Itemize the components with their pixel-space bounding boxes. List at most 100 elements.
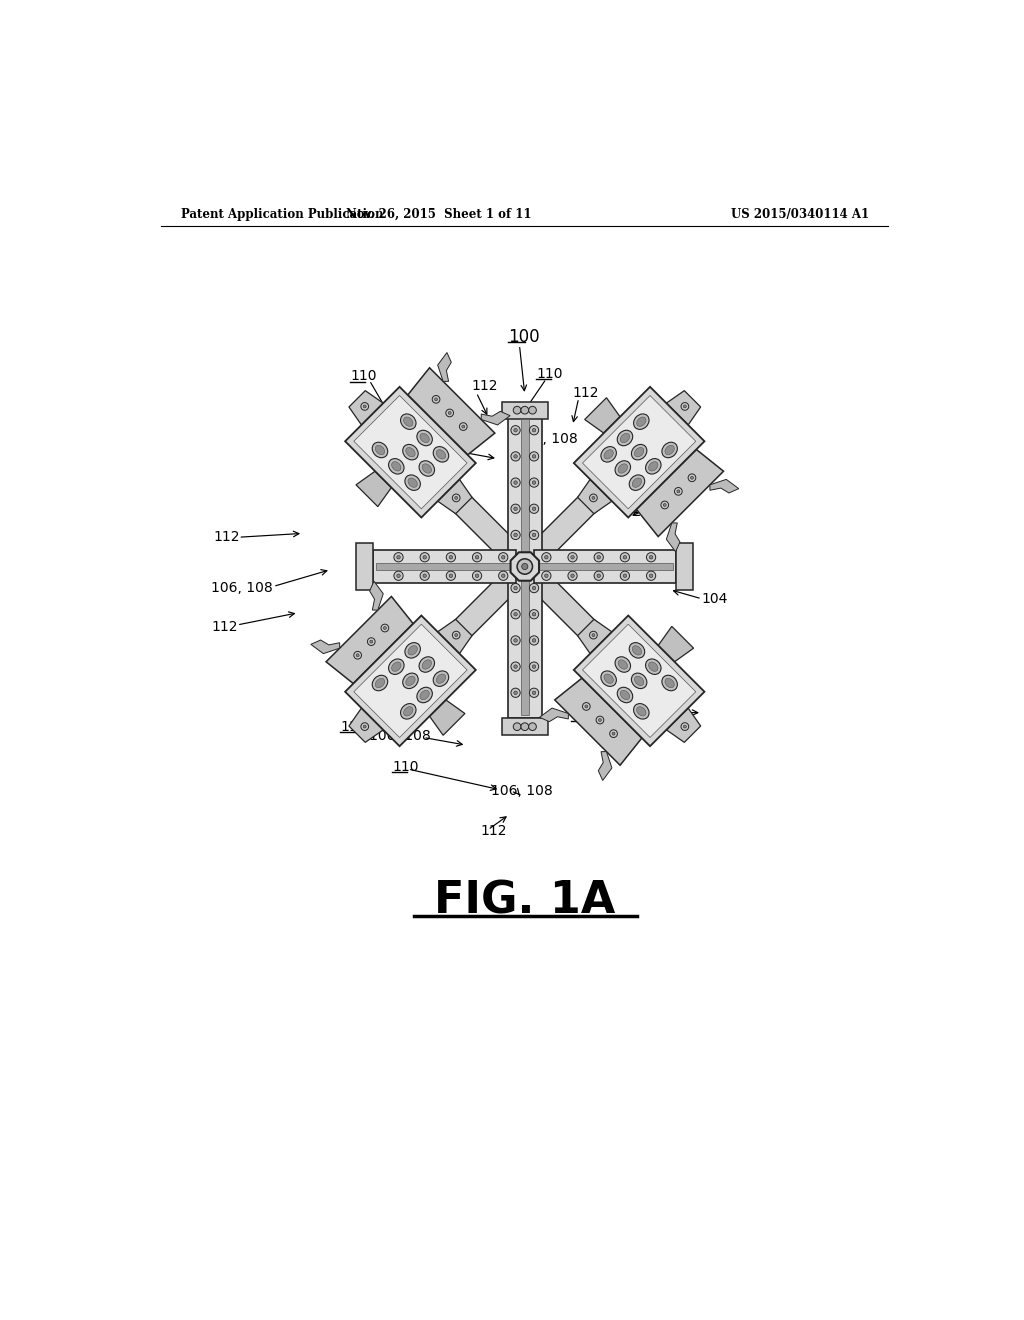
Circle shape <box>528 723 537 730</box>
Circle shape <box>360 723 369 730</box>
Circle shape <box>624 574 627 577</box>
Bar <box>677 544 693 590</box>
Bar <box>502 403 548 420</box>
Ellipse shape <box>617 430 633 446</box>
Ellipse shape <box>408 645 418 655</box>
Ellipse shape <box>635 676 644 685</box>
Circle shape <box>460 422 467 430</box>
Circle shape <box>545 556 548 558</box>
Ellipse shape <box>373 442 388 458</box>
Ellipse shape <box>621 433 630 442</box>
Circle shape <box>394 572 403 581</box>
Text: 112: 112 <box>572 387 599 400</box>
Ellipse shape <box>637 417 646 426</box>
Polygon shape <box>667 391 700 425</box>
Polygon shape <box>667 708 700 742</box>
Circle shape <box>446 553 456 562</box>
Circle shape <box>532 639 536 642</box>
Circle shape <box>475 556 479 558</box>
Polygon shape <box>437 619 472 653</box>
Circle shape <box>664 503 667 507</box>
Bar <box>535 549 677 583</box>
Circle shape <box>681 403 689 411</box>
Bar <box>502 718 548 735</box>
Ellipse shape <box>637 706 646 715</box>
Ellipse shape <box>629 475 645 491</box>
Ellipse shape <box>665 445 675 454</box>
Polygon shape <box>710 479 738 492</box>
Bar <box>508 576 542 718</box>
Polygon shape <box>354 396 467 508</box>
Ellipse shape <box>375 678 385 688</box>
Circle shape <box>420 572 429 581</box>
Circle shape <box>511 583 520 593</box>
Circle shape <box>514 692 517 694</box>
Circle shape <box>621 553 630 562</box>
Circle shape <box>649 574 653 577</box>
Polygon shape <box>437 479 472 513</box>
Circle shape <box>472 553 481 562</box>
Ellipse shape <box>436 450 445 459</box>
Ellipse shape <box>632 445 647 459</box>
Ellipse shape <box>635 447 644 457</box>
Text: 112: 112 <box>214 531 241 544</box>
Circle shape <box>514 612 517 616</box>
Polygon shape <box>585 397 621 433</box>
Circle shape <box>450 574 453 577</box>
Polygon shape <box>354 624 467 738</box>
Text: 110: 110 <box>631 499 657 513</box>
Circle shape <box>528 407 537 414</box>
Circle shape <box>532 454 536 458</box>
Circle shape <box>517 558 532 574</box>
Circle shape <box>583 702 590 710</box>
Circle shape <box>592 496 595 499</box>
Bar <box>376 562 512 570</box>
Bar <box>356 544 373 590</box>
Ellipse shape <box>417 430 432 446</box>
Circle shape <box>453 494 460 502</box>
Circle shape <box>532 665 536 668</box>
Circle shape <box>683 405 686 408</box>
Ellipse shape <box>615 657 631 672</box>
Circle shape <box>450 556 453 558</box>
Text: 106, 108: 106, 108 <box>490 784 553 799</box>
Circle shape <box>621 572 630 581</box>
Circle shape <box>681 723 689 730</box>
Text: 100: 100 <box>508 329 540 346</box>
Polygon shape <box>426 568 523 665</box>
Circle shape <box>423 574 426 577</box>
Polygon shape <box>573 387 705 517</box>
Polygon shape <box>637 449 724 536</box>
Circle shape <box>532 480 536 484</box>
Circle shape <box>356 653 359 657</box>
Ellipse shape <box>618 463 628 473</box>
Circle shape <box>594 553 603 562</box>
Circle shape <box>529 531 539 540</box>
Ellipse shape <box>615 461 631 477</box>
Polygon shape <box>370 581 383 610</box>
Bar <box>538 562 674 570</box>
Circle shape <box>453 631 460 639</box>
Ellipse shape <box>662 442 677 458</box>
Circle shape <box>511 688 520 697</box>
Circle shape <box>677 490 680 492</box>
Ellipse shape <box>404 643 421 659</box>
Circle shape <box>499 553 508 562</box>
Circle shape <box>445 409 454 417</box>
Circle shape <box>597 556 600 558</box>
Circle shape <box>529 478 539 487</box>
Ellipse shape <box>375 445 385 454</box>
Ellipse shape <box>400 414 416 429</box>
Circle shape <box>590 631 597 639</box>
Circle shape <box>646 572 655 581</box>
Circle shape <box>675 487 682 495</box>
Ellipse shape <box>400 704 416 719</box>
Circle shape <box>381 624 389 632</box>
Ellipse shape <box>662 676 677 690</box>
Circle shape <box>513 407 521 414</box>
Circle shape <box>532 533 536 537</box>
Circle shape <box>394 553 403 562</box>
Circle shape <box>511 504 520 513</box>
Text: 112: 112 <box>625 702 651 715</box>
Ellipse shape <box>604 675 613 684</box>
